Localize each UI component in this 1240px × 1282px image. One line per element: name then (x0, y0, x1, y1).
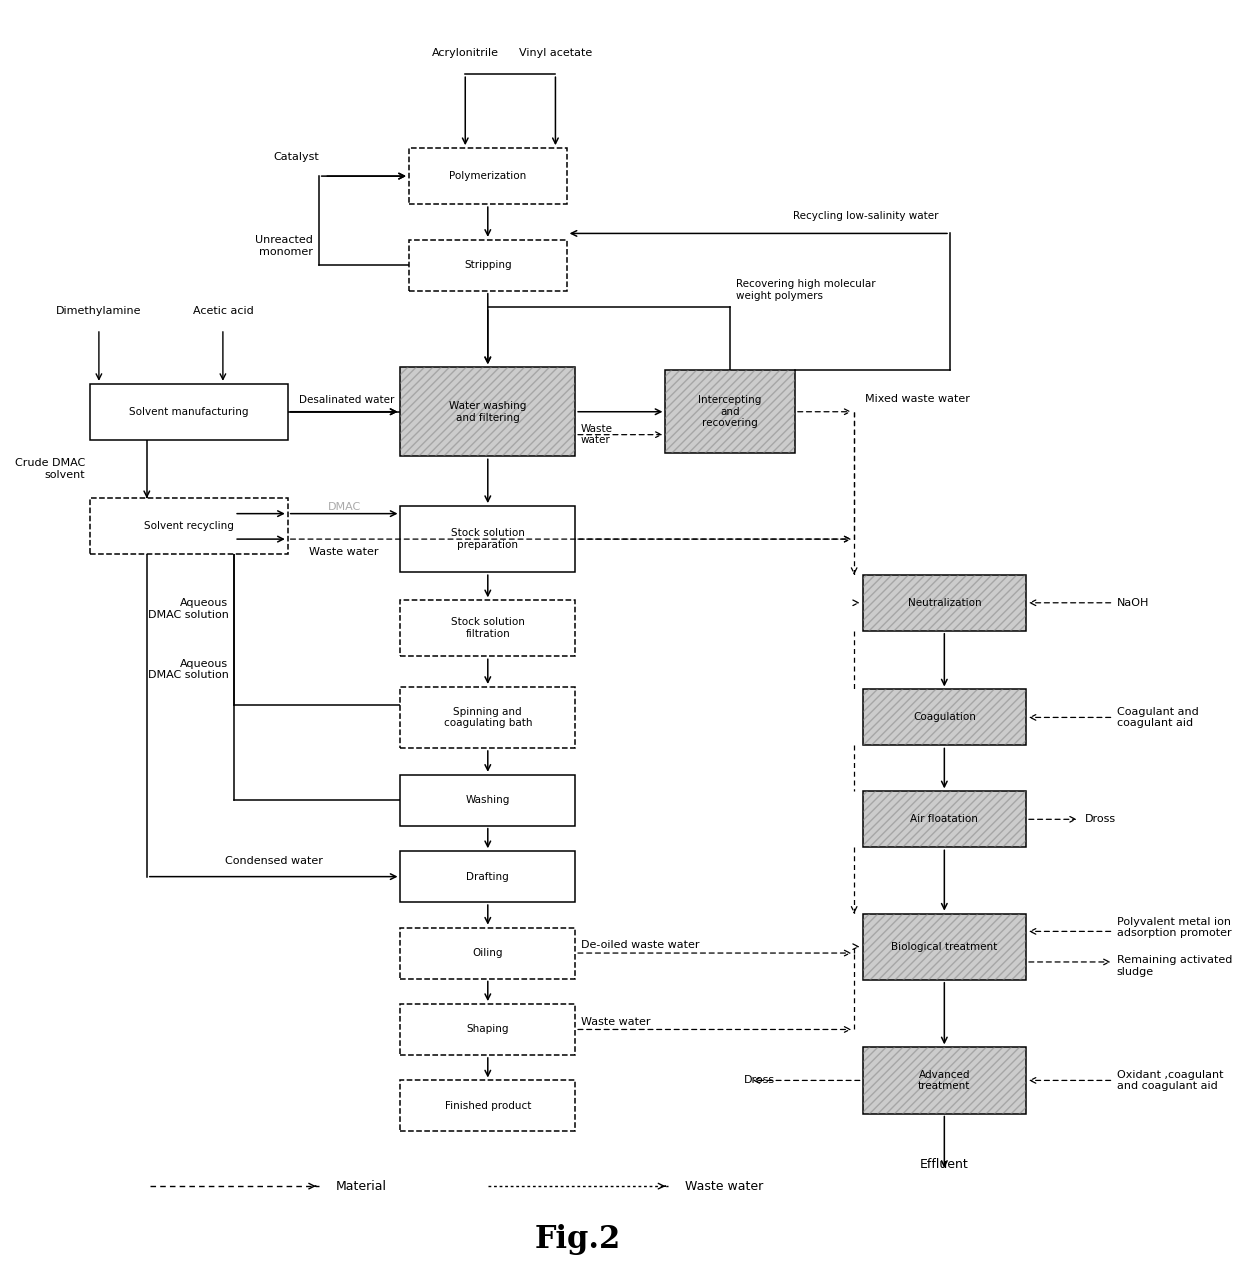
Text: Polymerization: Polymerization (449, 171, 527, 181)
Text: Stripping: Stripping (464, 260, 512, 271)
Text: Biological treatment: Biological treatment (892, 942, 997, 951)
Text: Drafting: Drafting (466, 872, 510, 882)
Text: Waste water: Waste water (684, 1179, 764, 1192)
Bar (863, 1047, 1025, 1114)
Text: Stock solution
filtration: Stock solution filtration (451, 618, 525, 638)
Text: Oxidant ,coagulant
and coagulant aid: Oxidant ,coagulant and coagulant aid (1117, 1069, 1224, 1091)
Text: Intercepting
and
recovering: Intercepting and recovering (698, 395, 761, 428)
Bar (91, 499, 288, 554)
Text: Dross: Dross (744, 1076, 775, 1086)
Bar (401, 928, 575, 978)
Text: Finished product: Finished product (445, 1101, 531, 1111)
Text: Polyvalent metal ion
adsorption promoter: Polyvalent metal ion adsorption promoter (1117, 917, 1231, 938)
Bar (863, 574, 1025, 631)
Text: Remaining activated
sludge: Remaining activated sludge (1117, 955, 1233, 977)
Bar (863, 914, 1025, 979)
Bar (666, 370, 795, 453)
Bar (401, 1081, 575, 1131)
Text: Solvent recycling: Solvent recycling (144, 522, 234, 531)
Bar (863, 791, 1025, 847)
Text: Stock solution
preparation: Stock solution preparation (451, 528, 525, 550)
Text: Condensed water: Condensed water (224, 856, 322, 867)
Bar (401, 367, 575, 456)
Bar (863, 690, 1025, 745)
Bar (401, 1004, 575, 1055)
Text: Waste water: Waste water (580, 1017, 650, 1027)
Text: Dimethylamine: Dimethylamine (56, 306, 141, 317)
Bar (409, 240, 567, 291)
Bar (401, 506, 575, 572)
Bar (409, 149, 567, 204)
Text: Desalinated water: Desalinated water (299, 395, 394, 405)
Bar (666, 370, 795, 453)
Text: Neutralization: Neutralization (908, 597, 981, 608)
Text: Fig.2: Fig.2 (534, 1224, 621, 1255)
Text: Solvent manufacturing: Solvent manufacturing (129, 406, 249, 417)
Text: Spinning and
coagulating bath: Spinning and coagulating bath (444, 706, 532, 728)
Bar (863, 690, 1025, 745)
Bar (863, 791, 1025, 847)
Text: Crude DMAC
solvent: Crude DMAC solvent (15, 458, 84, 479)
Bar (863, 574, 1025, 631)
Text: Dross: Dross (1085, 814, 1116, 824)
Bar (401, 851, 575, 903)
Text: Acrylonitrile: Acrylonitrile (432, 47, 498, 58)
Text: Vinyl acetate: Vinyl acetate (518, 47, 591, 58)
Text: Waste water: Waste water (309, 547, 379, 556)
Text: DMAC: DMAC (327, 503, 361, 513)
Text: Catalyst: Catalyst (273, 153, 319, 162)
Bar (401, 774, 575, 826)
Bar (863, 1047, 1025, 1114)
Text: Aqueous
DMAC solution: Aqueous DMAC solution (148, 659, 228, 681)
Bar (91, 383, 288, 440)
Text: Mixed waste water: Mixed waste water (866, 394, 971, 404)
Text: Advanced
treatment: Advanced treatment (918, 1069, 971, 1091)
Text: Coagulation: Coagulation (913, 713, 976, 723)
Text: Material: Material (336, 1179, 387, 1192)
Text: De-oiled waste water: De-oiled waste water (580, 941, 699, 950)
Text: Air floatation: Air floatation (910, 814, 978, 824)
Text: Water washing
and filtering: Water washing and filtering (449, 401, 527, 423)
Text: Washing: Washing (465, 795, 510, 805)
Text: Recycling low-salinity water: Recycling low-salinity water (794, 210, 939, 221)
Text: Effluent: Effluent (920, 1158, 968, 1172)
Bar (401, 687, 575, 747)
Text: Oiling: Oiling (472, 949, 503, 958)
Text: Coagulant and
coagulant aid: Coagulant and coagulant aid (1117, 706, 1199, 728)
Text: Unreacted
monomer: Unreacted monomer (255, 236, 312, 256)
Bar (401, 600, 575, 656)
Text: Waste
water: Waste water (580, 424, 613, 445)
Text: Aqueous
DMAC solution: Aqueous DMAC solution (148, 599, 228, 620)
Text: Acetic acid: Acetic acid (192, 306, 253, 317)
Bar (863, 914, 1025, 979)
Text: Shaping: Shaping (466, 1024, 510, 1035)
Text: Recovering high molecular
weight polymers: Recovering high molecular weight polymer… (735, 279, 875, 301)
Bar (401, 367, 575, 456)
Text: NaOH: NaOH (1117, 597, 1149, 608)
